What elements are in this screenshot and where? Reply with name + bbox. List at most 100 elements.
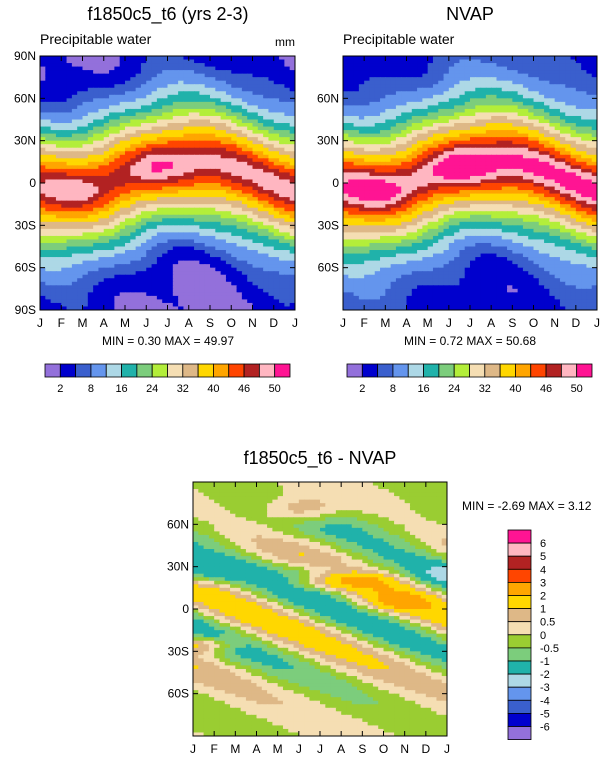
field-cell bbox=[50, 274, 57, 279]
field-cell bbox=[199, 77, 206, 82]
field-cell bbox=[103, 56, 110, 61]
field-cell bbox=[114, 161, 121, 166]
field-cell bbox=[247, 228, 254, 233]
field-cell bbox=[178, 119, 185, 124]
field-cell bbox=[55, 119, 62, 124]
field-cell bbox=[284, 200, 291, 205]
field-cell bbox=[263, 186, 270, 191]
field-cell bbox=[71, 295, 78, 301]
field-cell bbox=[82, 200, 89, 205]
field-cell bbox=[411, 59, 418, 64]
field-cell bbox=[586, 144, 593, 149]
field-cell bbox=[77, 123, 84, 128]
field-cell bbox=[538, 73, 545, 78]
field-cell bbox=[167, 302, 174, 308]
field-cell bbox=[55, 306, 62, 310]
field-cell bbox=[353, 91, 360, 96]
field-cell bbox=[289, 154, 295, 159]
field-cell bbox=[395, 119, 402, 124]
field-cell bbox=[289, 66, 295, 71]
field-cell bbox=[241, 295, 248, 301]
field-cell bbox=[87, 190, 94, 195]
field-cell bbox=[353, 147, 360, 152]
field-cell bbox=[135, 214, 142, 219]
field-cell bbox=[464, 63, 471, 68]
field-cell bbox=[411, 66, 418, 71]
field-cell bbox=[125, 242, 131, 248]
field-cell bbox=[55, 302, 62, 308]
field-cell bbox=[417, 91, 423, 96]
field-cell bbox=[369, 158, 376, 163]
field-cell bbox=[480, 98, 487, 103]
field-cell bbox=[501, 77, 508, 82]
field-cell bbox=[225, 267, 232, 272]
field-cell bbox=[114, 59, 121, 64]
field-cell bbox=[98, 77, 105, 82]
field-cell bbox=[284, 151, 291, 156]
field-cell bbox=[210, 175, 216, 181]
field-cell bbox=[71, 63, 78, 68]
field-cell bbox=[45, 190, 52, 195]
field-cell bbox=[40, 123, 46, 128]
field-cell bbox=[459, 140, 466, 145]
field-cell bbox=[82, 246, 89, 251]
field-cell bbox=[252, 119, 259, 124]
field-cell bbox=[225, 77, 232, 82]
field-cell bbox=[156, 80, 163, 85]
field-cell bbox=[45, 250, 52, 255]
field-cell bbox=[284, 221, 291, 226]
field-cell bbox=[528, 70, 535, 75]
field-cell bbox=[591, 158, 597, 163]
x-tick-label: J bbox=[165, 316, 171, 330]
field-cell bbox=[156, 278, 163, 283]
field-cell bbox=[268, 242, 275, 248]
field-cell bbox=[374, 77, 381, 82]
field-cell bbox=[528, 144, 535, 149]
field-cell bbox=[289, 232, 295, 237]
field-cell bbox=[220, 207, 227, 212]
field-cell bbox=[188, 179, 195, 184]
field-cell bbox=[231, 225, 238, 230]
field-cell bbox=[194, 84, 200, 89]
field-cell bbox=[210, 154, 216, 159]
field-cell bbox=[40, 175, 46, 181]
field-cell bbox=[236, 267, 243, 272]
field-cell bbox=[215, 151, 222, 156]
field-cell bbox=[544, 66, 550, 71]
field-cell bbox=[114, 225, 121, 230]
field-cell bbox=[236, 228, 243, 233]
field-cell bbox=[448, 112, 455, 117]
field-cell bbox=[114, 133, 121, 138]
field-cell bbox=[156, 140, 163, 145]
field-cell bbox=[103, 105, 110, 110]
field-cell bbox=[146, 190, 153, 195]
field-cell bbox=[263, 285, 270, 290]
field-cell bbox=[130, 228, 137, 233]
field-cell bbox=[210, 193, 216, 198]
field-cell bbox=[114, 207, 121, 212]
field-cell bbox=[268, 172, 275, 177]
field-cell bbox=[570, 73, 577, 78]
field-cell bbox=[231, 172, 238, 177]
field-cell bbox=[114, 281, 121, 286]
field-cell bbox=[231, 257, 238, 262]
field-cell bbox=[533, 101, 540, 106]
field-cell bbox=[289, 91, 295, 96]
field-cell bbox=[103, 77, 110, 82]
field-cell bbox=[448, 105, 455, 110]
field-cell bbox=[236, 172, 243, 177]
field-cell bbox=[464, 126, 471, 131]
field-cell bbox=[438, 98, 445, 103]
field-cell bbox=[236, 278, 243, 283]
field-cell bbox=[82, 253, 89, 258]
field-cell bbox=[146, 186, 153, 191]
field-cell bbox=[432, 91, 439, 96]
field-cell bbox=[225, 115, 232, 121]
field-cell bbox=[559, 101, 566, 106]
field-cell bbox=[273, 246, 280, 251]
field-cell bbox=[549, 144, 556, 149]
field-cell bbox=[247, 140, 254, 145]
field-cell bbox=[40, 137, 46, 142]
field-cell bbox=[204, 271, 211, 276]
field-cell bbox=[114, 147, 121, 152]
